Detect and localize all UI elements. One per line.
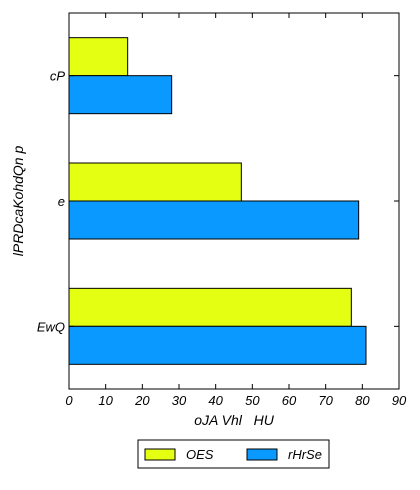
y-tick-label: EwQ [37, 319, 65, 334]
x-tick-label: 40 [208, 393, 223, 408]
legend-label: OES [186, 447, 214, 462]
legend-swatch [246, 448, 278, 461]
legend: OES rHrSe [137, 439, 330, 469]
legend-swatch [144, 448, 176, 461]
legend-label: rHrSe [288, 447, 322, 462]
bar-OES-e [68, 162, 242, 202]
x-tick-label: 30 [172, 393, 187, 408]
x-tick-label: 80 [355, 393, 370, 408]
y-axis-title: lPRDcaKohdQn p [10, 146, 26, 257]
x-tick-label: 90 [392, 393, 407, 408]
x-tick-label: 10 [98, 393, 113, 408]
x-axis-title: oJA Vhl HU [194, 412, 275, 428]
bar-rHrSe-cP [68, 75, 173, 115]
bar-rHrSe-EwQ [68, 325, 367, 365]
x-tick-label: 50 [245, 393, 260, 408]
y-tick-label: cP [50, 69, 66, 84]
bar-OES-EwQ [68, 287, 352, 327]
bar-OES-cP [68, 37, 129, 77]
y-axis-ticks: cP e EwQ [37, 69, 399, 334]
y-tick-label: e [58, 194, 65, 209]
x-tick-label: 60 [282, 393, 297, 408]
x-tick-label: 70 [318, 393, 333, 408]
bars-group [68, 37, 367, 365]
x-tick-label: 20 [134, 393, 150, 408]
x-tick-label: 0 [65, 393, 73, 408]
x-axis-ticks: 0 10 20 30 40 50 60 70 80 90 [65, 13, 407, 408]
bar-rHrSe-e [68, 200, 360, 240]
